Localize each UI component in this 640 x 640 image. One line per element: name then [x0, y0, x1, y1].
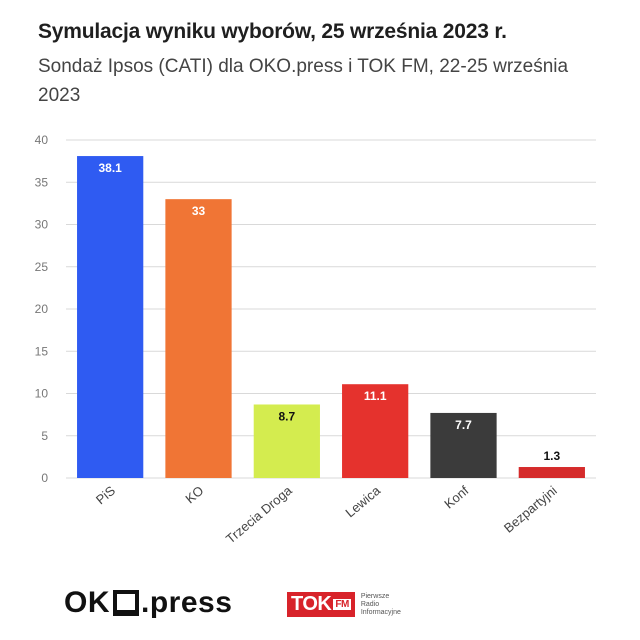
- data-label: 7.7: [455, 418, 472, 432]
- bar-chart: 0 5 10 15 20 25 30 35 40 38.1 33 8.7 11.1 7.7 1.3 PiS…: [35, 133, 596, 546]
- oko-logo-text-right: .press: [141, 586, 233, 619]
- y-tick-label: 25: [35, 260, 49, 274]
- data-label: 38.1: [98, 161, 122, 175]
- data-labels: 38.1 33 8.7 11.1 7.7 1.3: [98, 161, 560, 463]
- y-tick-label: 0: [41, 471, 48, 485]
- data-label: 8.7: [278, 409, 295, 423]
- x-tick-label: PiS: [93, 483, 118, 508]
- data-label: 33: [192, 204, 206, 218]
- oko-logo-box-icon: [113, 590, 139, 616]
- data-label: 1.3: [543, 449, 560, 463]
- tok-text: TOK: [291, 593, 332, 615]
- grid-lines: [66, 139, 596, 479]
- y-axis-ticks: 0 5 10 15 20 25 30 35 40: [35, 133, 49, 485]
- y-tick-label: 10: [35, 387, 49, 401]
- x-tick-label: Bezpartyjni: [501, 483, 560, 536]
- bar: [342, 384, 409, 478]
- tok-tagline-line-3: Informacyjne: [360, 608, 401, 616]
- chart-title: Symulacja wyniku wyborów, 25 września 20…: [38, 20, 507, 43]
- x-tick-label: Konf: [441, 483, 471, 512]
- bar: [430, 412, 497, 478]
- oko-logo-text-left: OK: [64, 586, 110, 619]
- oko-press-logo: OK .press: [64, 586, 232, 620]
- y-tick-label: 30: [35, 218, 49, 232]
- tok-tagline-line-2: Radio: [360, 600, 380, 608]
- chart-subtitle: Sondaż Ipsos (CATI) dla OKO.press i TOK …: [38, 56, 569, 106]
- tok-tagline-line-1: Pierwsze: [360, 592, 390, 600]
- y-tick-label: 35: [35, 175, 49, 189]
- bar: [77, 156, 144, 478]
- bar: [253, 404, 320, 478]
- bar: [165, 199, 232, 478]
- x-axis-ticks: PiS KO Trzecia Droga Lewica Konf Bezpartyjni: [93, 482, 560, 546]
- y-tick-label: 20: [35, 302, 49, 316]
- tok-fm-badge: TOK FM: [287, 592, 355, 617]
- x-tick-label: Lewica: [342, 482, 383, 520]
- tok-fm-tagline: Pierwsze Radio Informacyjne: [361, 593, 401, 617]
- y-tick-label: 5: [41, 429, 48, 443]
- fm-text: FM: [333, 599, 351, 611]
- bar: [518, 467, 585, 478]
- y-tick-label: 40: [35, 133, 49, 147]
- tok-fm-logo: TOK FM Pierwsze Radio Informacyjne: [287, 592, 401, 617]
- x-tick-label: KO: [182, 483, 206, 507]
- x-tick-label: Trzecia Droga: [223, 482, 295, 546]
- bars: [77, 156, 585, 478]
- data-label: 11.1: [364, 389, 387, 403]
- y-tick-label: 15: [35, 344, 49, 358]
